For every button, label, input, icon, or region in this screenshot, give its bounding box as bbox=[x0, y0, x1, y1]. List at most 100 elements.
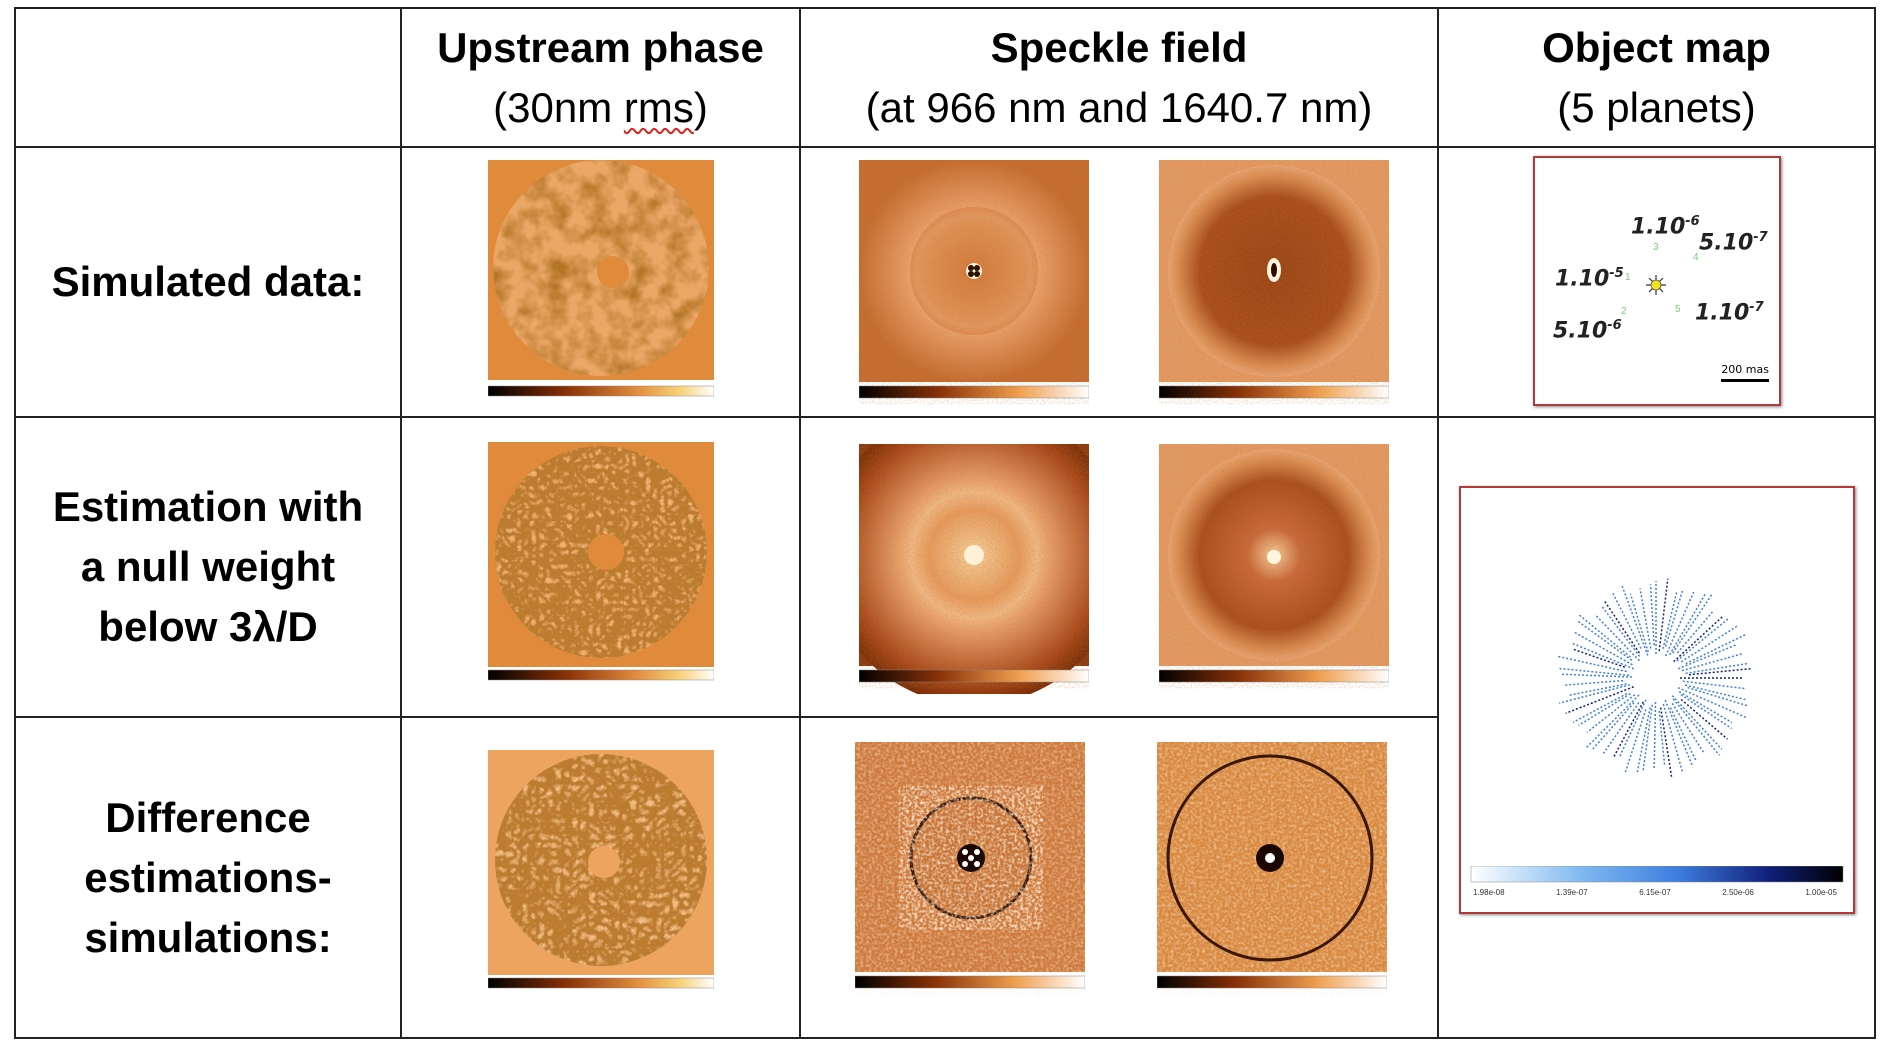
object-ray bbox=[1673, 615, 1724, 663]
object-ray bbox=[1662, 592, 1678, 650]
speckle-966-estimation-image bbox=[859, 444, 1089, 694]
star-icon bbox=[1646, 275, 1666, 295]
row-label-difference: Difference estimations- simulations: bbox=[14, 716, 402, 1039]
object-ray bbox=[1664, 590, 1684, 647]
object-ray bbox=[1629, 593, 1649, 653]
object-ray bbox=[1642, 704, 1654, 772]
object-ray bbox=[1664, 591, 1695, 657]
object-ray bbox=[1685, 662, 1749, 675]
object-ray bbox=[1600, 604, 1641, 657]
object-ray bbox=[1672, 698, 1721, 756]
object-ray bbox=[1677, 686, 1748, 719]
object-ray bbox=[1653, 701, 1657, 769]
object-ray bbox=[1658, 578, 1669, 652]
phase-estimation-cell bbox=[400, 416, 801, 718]
phase-difference-image bbox=[488, 750, 714, 989]
object-ray bbox=[1569, 683, 1627, 696]
speckle-simulated-cell bbox=[799, 146, 1439, 418]
phase-simulated-cell bbox=[400, 146, 801, 418]
row-label-line: Estimation with bbox=[52, 483, 364, 530]
object-ray bbox=[1682, 680, 1747, 690]
speckle-966-simulated-image bbox=[859, 160, 1089, 399]
object-ray bbox=[1658, 710, 1666, 766]
object-map-colorbar-ticks: 1.98e-08 1.39e-07 6.15e-07 2.50e-06 1.00… bbox=[1473, 888, 1837, 897]
object-ray bbox=[1680, 625, 1739, 663]
corner-cell bbox=[14, 7, 402, 148]
object-ray bbox=[1659, 707, 1673, 777]
header-sub-prefix: (30nm bbox=[493, 83, 624, 131]
object-ray bbox=[1677, 643, 1738, 670]
planet-annotation-2: 5.10-6 bbox=[1553, 318, 1622, 344]
object-ray bbox=[1680, 694, 1733, 730]
object-ray bbox=[1562, 673, 1633, 678]
header-object-map-title: Object map bbox=[1542, 23, 1771, 71]
object-ray bbox=[1618, 699, 1647, 759]
header-speckle-field-title: Speckle field bbox=[990, 23, 1248, 71]
object-ray bbox=[1687, 686, 1750, 707]
object-ray bbox=[1664, 699, 1693, 766]
object-ray bbox=[1681, 652, 1744, 672]
scale-bar bbox=[1721, 379, 1769, 382]
object-ray bbox=[1586, 694, 1636, 734]
header-sub-suffix: ) bbox=[693, 83, 708, 131]
row-label-line: simulations: bbox=[84, 913, 332, 961]
object-ray bbox=[1669, 707, 1697, 761]
object-ray bbox=[1684, 684, 1748, 701]
object-map-estimation-image bbox=[1558, 578, 1753, 777]
object-ray bbox=[1688, 667, 1753, 676]
object-ray bbox=[1571, 642, 1635, 670]
row-label-estimation: Estimation with a null weight below 3λ/D bbox=[14, 416, 402, 718]
colorbar-tick: 2.50e-06 bbox=[1722, 888, 1754, 897]
speckle-966-difference-image bbox=[855, 742, 1085, 989]
object-ray bbox=[1573, 631, 1633, 666]
object-map-simulated-frame: 1.10-6 5.10-7 1.10-5 1.10-7 5.10-6 1 2 3… bbox=[1533, 156, 1781, 406]
object-map-estimation-cell: 1.98e-08 1.39e-07 6.15e-07 2.50e-06 1.00… bbox=[1437, 416, 1876, 1039]
colorbar-tick: 1.00e-05 bbox=[1805, 888, 1837, 897]
header-sub-rms: rms bbox=[623, 83, 694, 131]
object-ray bbox=[1685, 633, 1747, 665]
colorbar-tick: 6.15e-07 bbox=[1639, 888, 1671, 897]
planet-annotation-4: 5.10-7 bbox=[1699, 230, 1768, 256]
object-ray bbox=[1636, 707, 1651, 774]
object-ray bbox=[1611, 591, 1642, 649]
object-ray bbox=[1669, 593, 1706, 656]
header-speckle-field: Speckle field (at 966 nm and 1640.7 nm) bbox=[799, 7, 1439, 148]
object-ray bbox=[1680, 698, 1728, 740]
phase-estimation-image bbox=[488, 442, 714, 681]
row-label-line: estimations- bbox=[84, 853, 332, 901]
object-ray bbox=[1671, 702, 1705, 753]
speckle-1640-difference-image bbox=[1157, 742, 1387, 989]
colorbar-tick: 1.98e-08 bbox=[1473, 888, 1505, 897]
planet-number-2: 2 bbox=[1621, 306, 1627, 317]
object-ray bbox=[1603, 599, 1640, 654]
speckle-1640-simulated-image bbox=[1159, 160, 1389, 399]
speckle-estimation-cell bbox=[799, 416, 1439, 718]
row-label-line: Simulated data: bbox=[51, 258, 365, 305]
planet-annotation-5: 1.10-7 bbox=[1695, 300, 1764, 326]
phase-difference-cell bbox=[400, 716, 801, 1039]
object-ray bbox=[1577, 693, 1631, 727]
colorbar-tick: 1.39e-07 bbox=[1556, 888, 1588, 897]
object-ray bbox=[1649, 584, 1655, 646]
header-object-map: Object map (5 planets) bbox=[1437, 7, 1876, 148]
object-ray bbox=[1590, 702, 1635, 751]
planet-number-5: 5 bbox=[1675, 304, 1681, 315]
header-upstream-phase-sub: (30nm rms) bbox=[402, 78, 799, 138]
object-ray bbox=[1671, 695, 1723, 750]
speckle-difference-cell bbox=[799, 716, 1439, 1039]
row-label-line: below 3λ/D bbox=[98, 603, 318, 650]
header-speckle-field-sub: (at 966 nm and 1640.7 nm) bbox=[865, 83, 1373, 131]
planet-annotation-1: 1.10-5 bbox=[1555, 266, 1624, 292]
header-upstream-phase-title: Upstream phase bbox=[437, 23, 764, 71]
object-ray bbox=[1565, 686, 1634, 715]
object-map-simulated-cell: 1.10-6 5.10-7 1.10-5 1.10-7 5.10-6 1 2 3… bbox=[1437, 146, 1876, 418]
row-label-line: Difference bbox=[105, 793, 311, 841]
object-ray bbox=[1565, 679, 1624, 686]
planet-number-4: 4 bbox=[1693, 252, 1699, 263]
object-map-estimation-frame: 1.98e-08 1.39e-07 6.15e-07 2.50e-06 1.00… bbox=[1459, 486, 1855, 914]
phase-simulated-image bbox=[488, 160, 714, 397]
object-ray bbox=[1572, 648, 1626, 668]
object-ray bbox=[1624, 709, 1647, 774]
planet-number-3: 3 bbox=[1653, 242, 1659, 253]
scale-bar-label: 200 mas bbox=[1721, 363, 1769, 376]
